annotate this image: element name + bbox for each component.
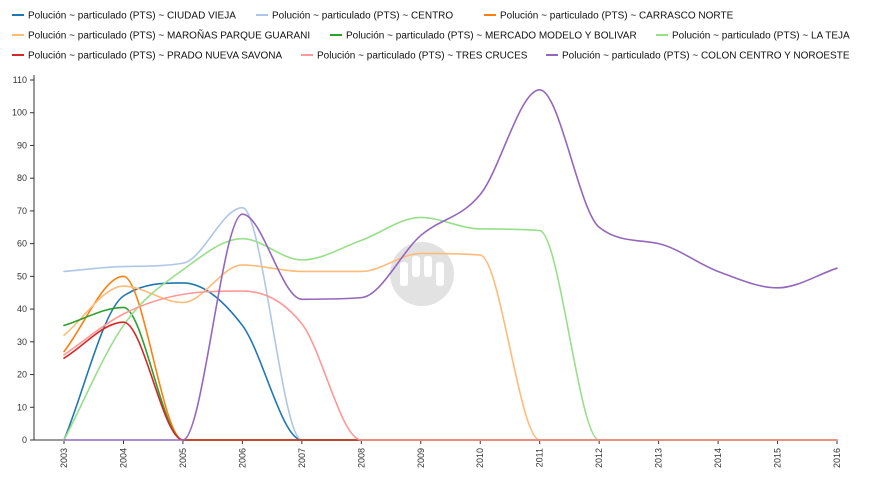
logo-watermark-icon xyxy=(390,242,454,306)
x-tick-label: 2014 xyxy=(713,448,723,468)
watermark-pillar xyxy=(412,256,420,277)
y-tick-label: 0 xyxy=(22,435,27,445)
legend-label: Polución ~ particulado (PTS) ~ LA TEJA xyxy=(672,31,850,42)
x-tick-label: 2003 xyxy=(59,448,69,468)
series-line-1[interactable] xyxy=(63,206,838,441)
x-tick-label: 2006 xyxy=(237,448,247,468)
x-tick-label: 2016 xyxy=(832,448,842,468)
legend-item[interactable]: Polución ~ particulado (PTS) ~ CIUDAD VI… xyxy=(12,11,236,22)
watermark-pillar xyxy=(400,262,408,286)
watermark-pillar xyxy=(436,262,444,286)
x-tick-label: 2004 xyxy=(118,448,128,468)
series-line-6[interactable] xyxy=(63,321,838,441)
series-line-2[interactable] xyxy=(63,275,838,441)
legend-label: Polución ~ particulado (PTS) ~ CENTRO xyxy=(272,11,453,22)
y-tick-label: 100 xyxy=(12,108,27,118)
legend-label: Polución ~ particulado (PTS) ~ CIUDAD VI… xyxy=(28,11,236,22)
legend-label: Polución ~ particulado (PTS) ~ TRES CRUC… xyxy=(317,51,528,62)
y-tick-label: 40 xyxy=(17,304,27,314)
watermark-circle xyxy=(390,242,454,306)
x-tick-label: 2009 xyxy=(416,448,426,468)
x-tick-label: 2010 xyxy=(475,448,485,468)
series-lines xyxy=(63,89,838,441)
legend-item[interactable]: Polución ~ particulado (PTS) ~ PRADO NUE… xyxy=(12,51,283,62)
series-line-4[interactable] xyxy=(63,306,838,441)
y-tick-label: 10 xyxy=(17,402,27,412)
legend-item[interactable]: Polución ~ particulado (PTS) ~ MAROÑAS P… xyxy=(12,29,310,42)
legend-item[interactable]: Polución ~ particulado (PTS) ~ MERCADO M… xyxy=(330,31,637,42)
legend-item[interactable]: Polución ~ particulado (PTS) ~ TRES CRUC… xyxy=(301,51,528,62)
series-line-7[interactable] xyxy=(63,290,838,441)
x-tick-label: 2013 xyxy=(654,448,664,468)
series-line-0[interactable] xyxy=(63,282,838,441)
legend-label: Polución ~ particulado (PTS) ~ PRADO NUE… xyxy=(28,51,283,62)
x-tick-label: 2011 xyxy=(535,448,545,467)
watermark-pillar xyxy=(424,256,432,277)
y-tick-label: 60 xyxy=(17,239,27,249)
y-tick-label: 80 xyxy=(17,173,27,183)
legend-item[interactable]: Polución ~ particulado (PTS) ~ CENTRO xyxy=(256,11,453,22)
y-tick-label: 20 xyxy=(17,370,27,380)
legend-label: Polución ~ particulado (PTS) ~ CARRASCO … xyxy=(500,11,734,22)
y-tick-label: 50 xyxy=(17,271,27,281)
x-tick-label: 2007 xyxy=(297,448,307,468)
legend-item[interactable]: Polución ~ particulado (PTS) ~ COLON CEN… xyxy=(546,51,850,62)
y-tick-label: 70 xyxy=(17,206,27,216)
legend-item[interactable]: Polución ~ particulado (PTS) ~ LA TEJA xyxy=(656,31,850,42)
series-line-8[interactable] xyxy=(63,89,838,441)
legend-item[interactable]: Polución ~ particulado (PTS) ~ CARRASCO … xyxy=(484,11,734,22)
x-tick-label: 2005 xyxy=(178,448,188,468)
series-line-5[interactable] xyxy=(63,216,838,441)
x-tick-label: 2015 xyxy=(773,448,783,468)
legend-label: Polución ~ particulado (PTS) ~ COLON CEN… xyxy=(562,51,850,62)
y-tick-label: 110 xyxy=(13,75,27,85)
x-tick-label: 2008 xyxy=(356,448,366,468)
legend: Polución ~ particulado (PTS) ~ CIUDAD VI… xyxy=(12,11,850,62)
legend-label: Polución ~ particulado (PTS) ~ MERCADO M… xyxy=(346,31,637,42)
x-tick-label: 2012 xyxy=(594,448,604,468)
legend-label: Polución ~ particulado (PTS) ~ MAROÑAS P… xyxy=(28,29,310,42)
y-tick-label: 30 xyxy=(17,337,27,347)
y-tick-label: 90 xyxy=(17,140,27,150)
